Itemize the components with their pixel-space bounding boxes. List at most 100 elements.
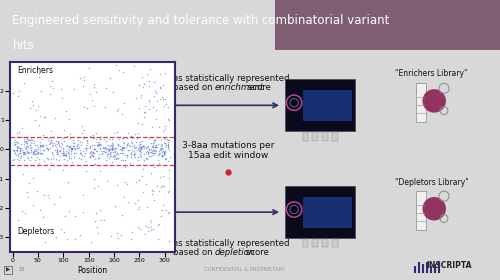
- Point: [126, 143, 134, 148]
- Point: [22, 146, 30, 150]
- Point: [22, 147, 30, 151]
- Point: [78, 140, 86, 144]
- Point: [63, 157, 71, 162]
- Point: [142, 146, 150, 150]
- Point: [112, 146, 120, 150]
- Point: [67, 145, 75, 150]
- Point: [86, 155, 94, 160]
- Point: [130, 150, 138, 155]
- Point: [159, 83, 167, 87]
- Point: [14, 152, 22, 157]
- Point: [92, 149, 100, 153]
- Point: [41, 115, 49, 119]
- Point: [152, 143, 160, 148]
- Point: [42, 146, 50, 150]
- Point: [93, 225, 101, 229]
- Point: [94, 156, 102, 161]
- Point: [67, 155, 75, 160]
- Point: [156, 148, 164, 153]
- Point: [164, 138, 172, 143]
- Point: [30, 139, 38, 143]
- Point: [158, 154, 166, 158]
- Point: [36, 208, 44, 213]
- Point: [151, 147, 159, 152]
- Point: [159, 148, 167, 152]
- Text: "Depletors Library": "Depletors Library": [395, 178, 469, 187]
- Point: [64, 146, 72, 150]
- Point: [82, 146, 90, 150]
- Text: Mutations statistically represented: Mutations statistically represented: [140, 239, 290, 248]
- Point: [142, 150, 150, 154]
- Bar: [302, 239, 308, 248]
- Point: [20, 80, 28, 85]
- Point: [153, 183, 161, 188]
- Point: [146, 150, 154, 154]
- Point: [64, 179, 72, 184]
- Point: [88, 143, 96, 147]
- Point: [12, 140, 20, 144]
- Point: [28, 151, 36, 156]
- Point: [36, 140, 44, 145]
- Point: [37, 143, 45, 148]
- Point: [131, 146, 139, 150]
- Point: [125, 148, 133, 152]
- Point: [128, 236, 136, 241]
- Point: [136, 148, 144, 153]
- Text: based on: based on: [172, 248, 215, 256]
- Point: [163, 137, 171, 142]
- Point: [106, 152, 114, 156]
- Point: [110, 145, 118, 150]
- Point: [92, 137, 100, 142]
- Point: [136, 83, 143, 88]
- Point: [27, 148, 35, 152]
- Point: [62, 151, 70, 156]
- Point: [156, 175, 164, 179]
- Point: [82, 148, 90, 152]
- Point: [142, 224, 150, 228]
- Point: [28, 176, 36, 181]
- Point: [88, 98, 96, 103]
- Point: [107, 150, 115, 155]
- Circle shape: [422, 197, 446, 220]
- Point: [150, 189, 158, 193]
- Point: [108, 148, 116, 152]
- Point: [152, 145, 160, 150]
- Point: [130, 153, 138, 158]
- Point: [140, 157, 148, 162]
- Point: [88, 150, 96, 155]
- Point: [90, 147, 98, 151]
- Point: [154, 124, 162, 129]
- Point: [160, 152, 168, 156]
- Point: [165, 239, 173, 244]
- Point: [156, 85, 164, 90]
- Point: [130, 64, 138, 68]
- Point: [156, 72, 164, 76]
- Point: [68, 146, 76, 151]
- Point: [23, 136, 31, 140]
- Point: [155, 221, 163, 226]
- Point: [94, 149, 102, 153]
- Point: [110, 153, 118, 157]
- Point: [36, 151, 44, 155]
- Point: [139, 144, 147, 148]
- Point: [74, 142, 82, 147]
- Point: [99, 145, 107, 150]
- Point: [38, 144, 46, 149]
- Point: [62, 144, 70, 149]
- Text: Mutations statistically represented: Mutations statistically represented: [140, 74, 290, 83]
- Point: [71, 214, 79, 218]
- Point: [57, 87, 65, 91]
- Point: [80, 154, 88, 158]
- Point: [130, 149, 138, 153]
- Point: [38, 151, 46, 155]
- Point: [88, 153, 96, 157]
- Text: hits: hits: [12, 39, 34, 52]
- Point: [151, 138, 159, 143]
- Point: [34, 151, 42, 155]
- Point: [114, 151, 122, 156]
- Point: [96, 169, 104, 174]
- Point: [56, 194, 64, 199]
- Point: [123, 153, 131, 157]
- Point: [46, 141, 54, 145]
- Point: [86, 144, 94, 148]
